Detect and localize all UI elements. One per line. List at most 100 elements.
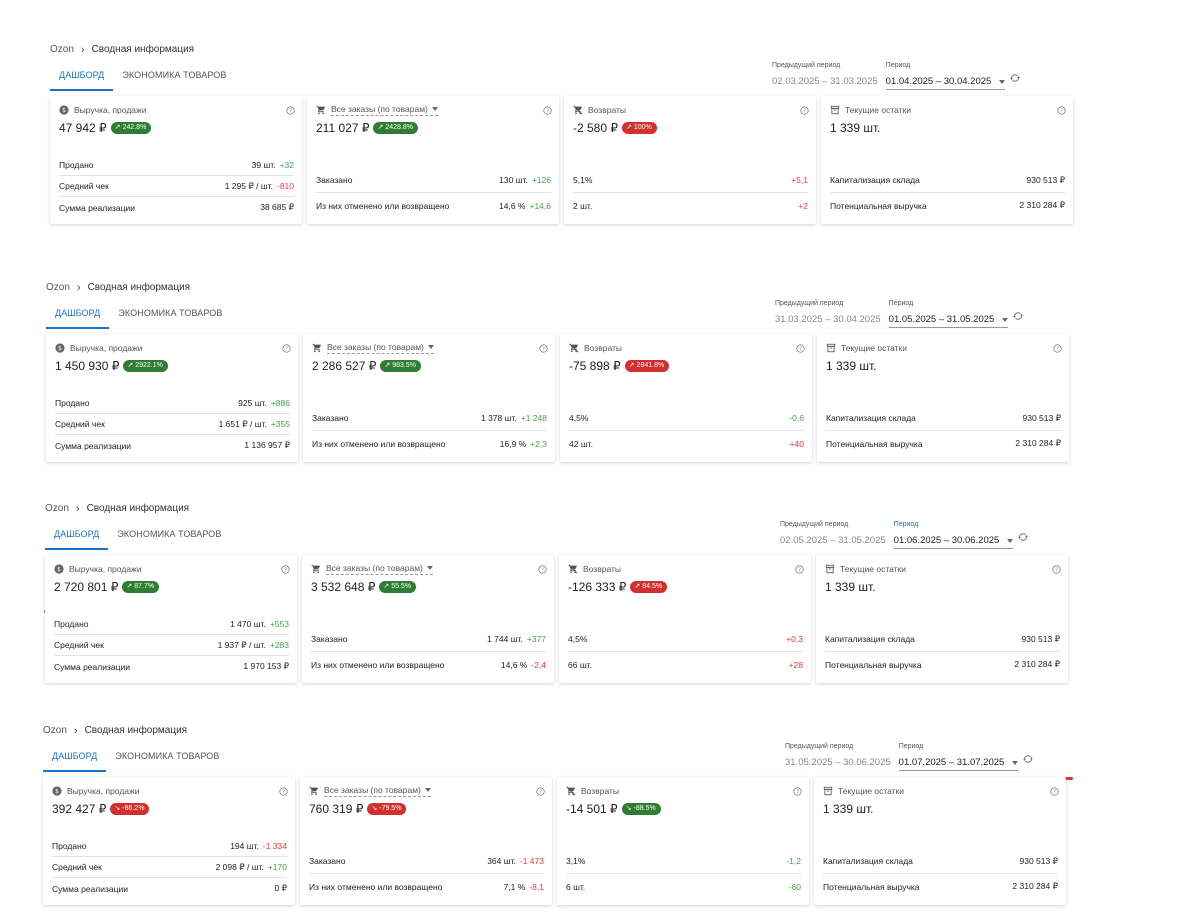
orders-type-select[interactable]: Все заказы (по товарам) [327, 342, 434, 354]
archive-box-icon [825, 564, 835, 573]
help-icon[interactable]: ? [279, 787, 288, 796]
revenue-title: Выручка, продажи [67, 785, 140, 796]
returns-value: -2 580 ₽ [573, 121, 618, 135]
metric-cards: $ Выручка, продажи ? 392 427 ₽ ↘ -86.2% П… [43, 777, 1066, 905]
metric-cards: $ Выручка, продажи ? 47 942 ₽ ↗ 242.8% Пр… [50, 96, 1073, 224]
shopping-cart-icon [316, 105, 325, 114]
revenue-row-realization: Сумма реализации 1 136 957 ₽ [55, 440, 290, 451]
help-icon[interactable]: ? [282, 344, 291, 353]
tab-product-economics[interactable]: ЭКОНОМИКА ТОВАРОВ [122, 70, 227, 80]
help-icon[interactable]: ? [286, 106, 295, 115]
revenue-row-avg-check: Средний чек 1 295 ₽ / шт. -810 [59, 176, 294, 197]
returns-row-count: 2 шт. +2 [573, 200, 808, 211]
returns-row-count: 6 шт. -60 [566, 881, 801, 892]
revenue-value: 392 427 ₽ [52, 802, 107, 816]
help-icon[interactable]: ? [1053, 344, 1062, 353]
revenue-change-badge: ↘ -86.2% [110, 803, 150, 815]
dollar-circle-icon: $ [54, 563, 64, 574]
stock-card: Текущие остатки ? 1 339 шт. Капитализаци… [816, 555, 1068, 683]
chevron-down-icon [431, 106, 438, 111]
stock-rows: Капитализация склада 930 513 ₽ Потенциаль… [826, 406, 1061, 456]
revenue-title: Выручка, продажи [69, 563, 142, 574]
orders-type-select[interactable]: Все заказы (по товарам) [326, 563, 433, 575]
revenue-card: $ Выручка, продажи ? 392 427 ₽ ↘ -86.2% П… [43, 777, 295, 905]
refresh-icon[interactable] [1022, 753, 1034, 765]
dashboard-snapshot: Ozon › Сводная информация ДАШБОРД ЭКОНОМ… [46, 282, 1106, 482]
breadcrumb-root-link[interactable]: Ozon [46, 282, 70, 293]
orders-type-select[interactable]: Все заказы (по товарам) [331, 104, 438, 116]
breadcrumb: Ozon › Сводная информация [45, 503, 189, 514]
help-icon[interactable]: ? [1050, 787, 1059, 796]
help-icon[interactable]: ? [1052, 565, 1061, 574]
help-icon[interactable]: ? [539, 344, 548, 353]
tab-dashboard[interactable]: ДАШБОРД [43, 749, 107, 772]
help-icon[interactable]: ? [800, 106, 809, 115]
dashboard-snapshot: Ozon › Сводная информация ДАШБОРД ЭКОНОМ… [43, 725, 1103, 916]
tab-product-economics[interactable]: ЭКОНОМИКА ТОВАРОВ [115, 751, 220, 761]
help-icon[interactable]: ? [795, 565, 804, 574]
orders-card: Все заказы (по товарам) ? 3 532 648 ₽ ↗ 5… [302, 555, 554, 683]
breadcrumb-root-link[interactable]: Ozon [43, 725, 67, 736]
svg-text:?: ? [289, 108, 292, 114]
returns-title: Возвраты [588, 104, 626, 115]
help-icon[interactable]: ? [1057, 106, 1066, 115]
tab-product-economics[interactable]: ЭКОНОМИКА ТОВАРОВ [118, 308, 223, 318]
revenue-rows: Продано 39 шт. +32 Средний чек 1 295 ₽ / шт… [59, 155, 294, 218]
stock-card: Текущие остатки ? 1 339 шт. Капитализаци… [814, 777, 1066, 905]
tab-product-economics[interactable]: ЭКОНОМИКА ТОВАРОВ [117, 529, 222, 539]
orders-change-badge: ↘ -79.5% [367, 803, 407, 815]
refresh-icon[interactable] [1009, 72, 1021, 84]
chevron-down-icon [424, 787, 431, 792]
svg-text:?: ? [285, 346, 288, 352]
stock-title: Текущие остатки [838, 785, 905, 796]
current-period-select[interactable]: 01.06.2025 – 30.06.2025 [893, 535, 1014, 549]
returns-rows: 4,5% -0,6 42 шт. +40 [569, 406, 804, 456]
tab-dashboard[interactable]: ДАШБОРД [50, 68, 114, 91]
orders-value: 760 319 ₽ [309, 802, 364, 816]
current-period-value: 01.05.2025 – 31.05.2025 [888, 314, 995, 325]
current-period-label: Период [898, 743, 924, 750]
help-icon[interactable]: ? [538, 565, 547, 574]
archive-box-icon [826, 343, 836, 352]
help-icon[interactable]: ? [793, 787, 802, 796]
help-icon[interactable]: ? [543, 106, 552, 115]
stock-title: Текущие остатки [840, 563, 907, 574]
revenue-rows: Продано 194 шт. -1 334 Средний чек 2 098 ₽ … [52, 836, 287, 899]
revenue-row-sold: Продано 39 шт. +32 [59, 155, 294, 176]
returns-row-rate: 5,1% +5,1 [573, 168, 808, 193]
returns-row-count: 66 шт. +28 [568, 659, 803, 670]
tab-dashboard[interactable]: ДАШБОРД [46, 306, 110, 329]
current-period-select[interactable]: 01.05.2025 – 31.05.2025 [888, 314, 1009, 328]
trend-icon: ↗ [114, 124, 121, 131]
returns-rows: 3,1% -1,2 6 шт. -60 [566, 849, 801, 899]
revenue-rows: Продано 1 470 шт. +553 Средний чек 1 937 ₽ … [54, 614, 289, 677]
revenue-row-sold: Продано 1 470 шт. +553 [54, 614, 289, 635]
previous-period-label: Предыдущий период [785, 743, 854, 750]
current-period-select[interactable]: 01.07.2025 – 31.07.2025 [898, 757, 1019, 771]
returns-title: Возвраты [581, 785, 619, 796]
refresh-icon[interactable] [1017, 531, 1029, 543]
previous-period: Предыдущий период 02.05.2025 – 31.05.202… [780, 521, 886, 548]
svg-text:$: $ [62, 108, 66, 114]
stock-row-potential-revenue: Потенциальная выручка 2 310 284 ₽ [830, 200, 1065, 211]
orders-card: Все заказы (по товарам) ? 760 319 ₽ ↘ -79… [300, 777, 552, 905]
refresh-icon[interactable] [1012, 310, 1024, 322]
orders-rows: Заказано 130 шт. +126 Из них отменено или … [316, 168, 551, 218]
cart-return-icon [566, 786, 576, 795]
svg-text:?: ? [539, 789, 542, 795]
stock-value: 1 339 шт. [823, 802, 874, 816]
stock-title: Текущие остатки [841, 342, 908, 353]
help-icon[interactable]: ? [796, 344, 805, 353]
help-icon[interactable]: ? [281, 565, 290, 574]
trend-icon: ↗ [628, 362, 635, 369]
svg-text:$: $ [57, 567, 61, 573]
tab-dashboard[interactable]: ДАШБОРД [45, 527, 109, 550]
help-icon[interactable]: ? [536, 787, 545, 796]
previous-period-label: Предыдущий период [780, 521, 849, 528]
breadcrumb-root-link[interactable]: Ozon [50, 44, 74, 55]
svg-text:$: $ [58, 346, 62, 352]
breadcrumb-root-link[interactable]: Ozon [45, 503, 69, 514]
svg-text:?: ? [1056, 346, 1059, 352]
orders-type-select[interactable]: Все заказы (по товарам) [324, 785, 431, 797]
current-period-select[interactable]: 01.04.2025 – 30.04.2025 [885, 76, 1006, 90]
